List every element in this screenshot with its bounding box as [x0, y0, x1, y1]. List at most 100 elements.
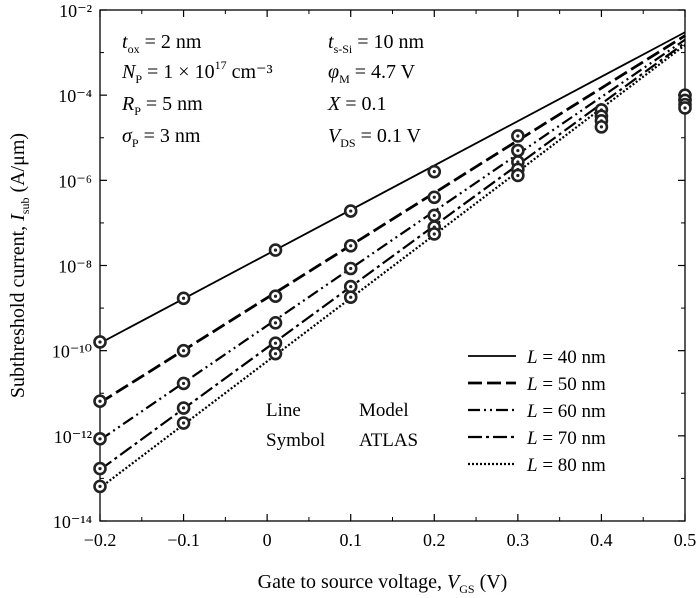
param-sub: P — [134, 104, 141, 118]
legend-value: = 80 nm — [538, 455, 606, 476]
x-title-var: V — [447, 571, 462, 593]
atlas-symbol-core — [273, 294, 278, 298]
param-var: N — [121, 61, 137, 83]
atlas-symbol-core — [273, 321, 278, 325]
x-tick-label: −0.1 — [167, 530, 200, 550]
legend-value: = 70 nm — [538, 428, 606, 449]
legend-value: = 40 nm — [538, 347, 606, 368]
param-var: φ — [328, 61, 339, 83]
atlas-symbol-core — [516, 148, 520, 153]
x-axis-title: Gate to source voltage, VGS (V) — [258, 571, 508, 596]
legend-var: L — [526, 347, 538, 368]
param-var: X — [327, 93, 341, 115]
legend: L = 40 nmL = 50 nmL = 60 nmL = 70 nmL = … — [266, 347, 606, 476]
param-var: R — [121, 93, 134, 115]
legend-label: L = 50 nm — [526, 374, 606, 395]
legend-var: L — [526, 455, 538, 476]
atlas-symbol-core — [181, 421, 186, 425]
legend-label: L = 60 nm — [526, 401, 606, 422]
atlas-symbol-core — [349, 244, 353, 248]
y-tick-label: 10⁻⁸ — [58, 257, 92, 277]
y-tick-label: 10⁻⁶ — [58, 171, 92, 191]
legend-note: Line — [266, 400, 301, 421]
param-value: = 10 nm — [352, 31, 424, 53]
parameter-label: φM = 4.7 V — [328, 61, 416, 86]
y-tick-label: 10⁻⁴ — [58, 86, 92, 106]
legend-var: L — [526, 374, 538, 395]
param-value: = 1 × 10 — [142, 61, 215, 83]
legend-note: ATLAS — [359, 430, 418, 451]
parameter-block: tox = 2 nm ts-Si = 10 nm NP = 1 × 1017 cm⁻… — [121, 31, 425, 150]
parameter-label: NP = 1 × 1017 cm⁻³ — [121, 58, 273, 86]
atlas-symbol-core — [349, 209, 353, 213]
legend-note: Model — [359, 400, 409, 421]
y-title-var: I — [7, 213, 29, 222]
param-sup: 17 — [215, 58, 227, 72]
param-sub: P — [132, 136, 139, 150]
y-tick-label: 10⁻¹² — [54, 427, 92, 447]
series-line-1 — [99, 31, 686, 344]
y-title-prefix: Subthreshold current, — [7, 221, 29, 398]
param-value: = 0.1 V — [356, 125, 422, 147]
atlas-symbol-core — [432, 213, 436, 218]
param-var: t — [328, 31, 334, 53]
atlas-symbol-core — [98, 340, 102, 344]
atlas-symbol-core — [349, 295, 353, 299]
legend-value: = 50 nm — [538, 374, 606, 395]
atlas-symbol-core — [98, 484, 102, 488]
atlas-symbol-core — [181, 349, 186, 353]
param-sub: s-Si — [334, 42, 353, 56]
series-line-4 — [99, 41, 686, 471]
x-tick-label: −0.2 — [84, 530, 117, 550]
legend-note: Symbol — [266, 430, 325, 451]
param-value: = 4.7 V — [350, 61, 416, 83]
atlas-symbol-core — [683, 106, 687, 110]
series-lines — [99, 31, 686, 489]
parameter-label: VDS = 0.1 V — [328, 125, 421, 150]
parameter-label: tox = 2 nm — [122, 31, 202, 56]
y-tick-label: 10⁻² — [59, 1, 92, 21]
y-axis-title: Subthreshold current, Isub (A/μm) — [7, 133, 32, 398]
atlas-symbol-core — [599, 125, 604, 129]
atlas-symbol-core — [181, 296, 186, 300]
atlas-symbol-core — [516, 134, 520, 138]
atlas-symbol-core — [181, 406, 186, 410]
axis-titles: Gate to source voltage, VGS (V) Subthresh… — [7, 133, 507, 596]
x-tick-label: 0.2 — [423, 530, 446, 550]
y-tick-label: 10⁻¹⁴ — [53, 512, 92, 532]
y-title-sub: sub — [18, 198, 32, 215]
param-var: V — [328, 125, 343, 147]
param-value: = 5 nm — [141, 93, 203, 115]
legend-var: L — [526, 401, 538, 422]
x-title-suffix: (V) — [475, 571, 508, 593]
x-tick-label: 0.4 — [590, 530, 613, 550]
atlas-symbol-core — [98, 399, 102, 403]
atlas-symbol-core — [273, 248, 278, 252]
y-title-suffix: (A/μm) — [7, 133, 29, 198]
legend-label: L = 80 nm — [526, 455, 606, 476]
param-sub: DS — [340, 136, 355, 150]
atlas-symbol-core — [349, 266, 353, 271]
x-title-prefix: Gate to source voltage, — [258, 571, 447, 593]
legend-label: L = 70 nm — [526, 428, 606, 449]
series-line-3 — [99, 38, 686, 441]
atlas-symbol-core — [432, 170, 436, 174]
param-value: = 3 nm — [139, 125, 201, 147]
param-var: σ — [122, 125, 133, 147]
x-tick-label: 0.1 — [339, 530, 362, 550]
param-sub: P — [135, 72, 142, 86]
x-tick-label: 0 — [263, 530, 272, 550]
atlas-symbol-core — [273, 341, 278, 345]
x-title-sub: GS — [459, 582, 474, 596]
series-line-2 — [99, 34, 686, 404]
atlas-symbols — [93, 88, 692, 494]
param-value: = 2 nm — [140, 31, 202, 53]
legend-value: = 60 nm — [538, 401, 606, 422]
atlas-symbol-core — [349, 284, 353, 289]
atlas-symbol-core — [98, 467, 102, 471]
parameter-label: X = 0.1 — [327, 93, 387, 115]
x-tick-label: 0.5 — [674, 530, 697, 550]
axis-ticks: −0.2 −0.1 0 0.1 0.2 0.3 0.4 0.5 10⁻¹⁴ 10⁻¹² 10⁻¹⁰ 1… — [52, 1, 696, 550]
parameter-label: ts-Si = 10 nm — [328, 31, 425, 56]
